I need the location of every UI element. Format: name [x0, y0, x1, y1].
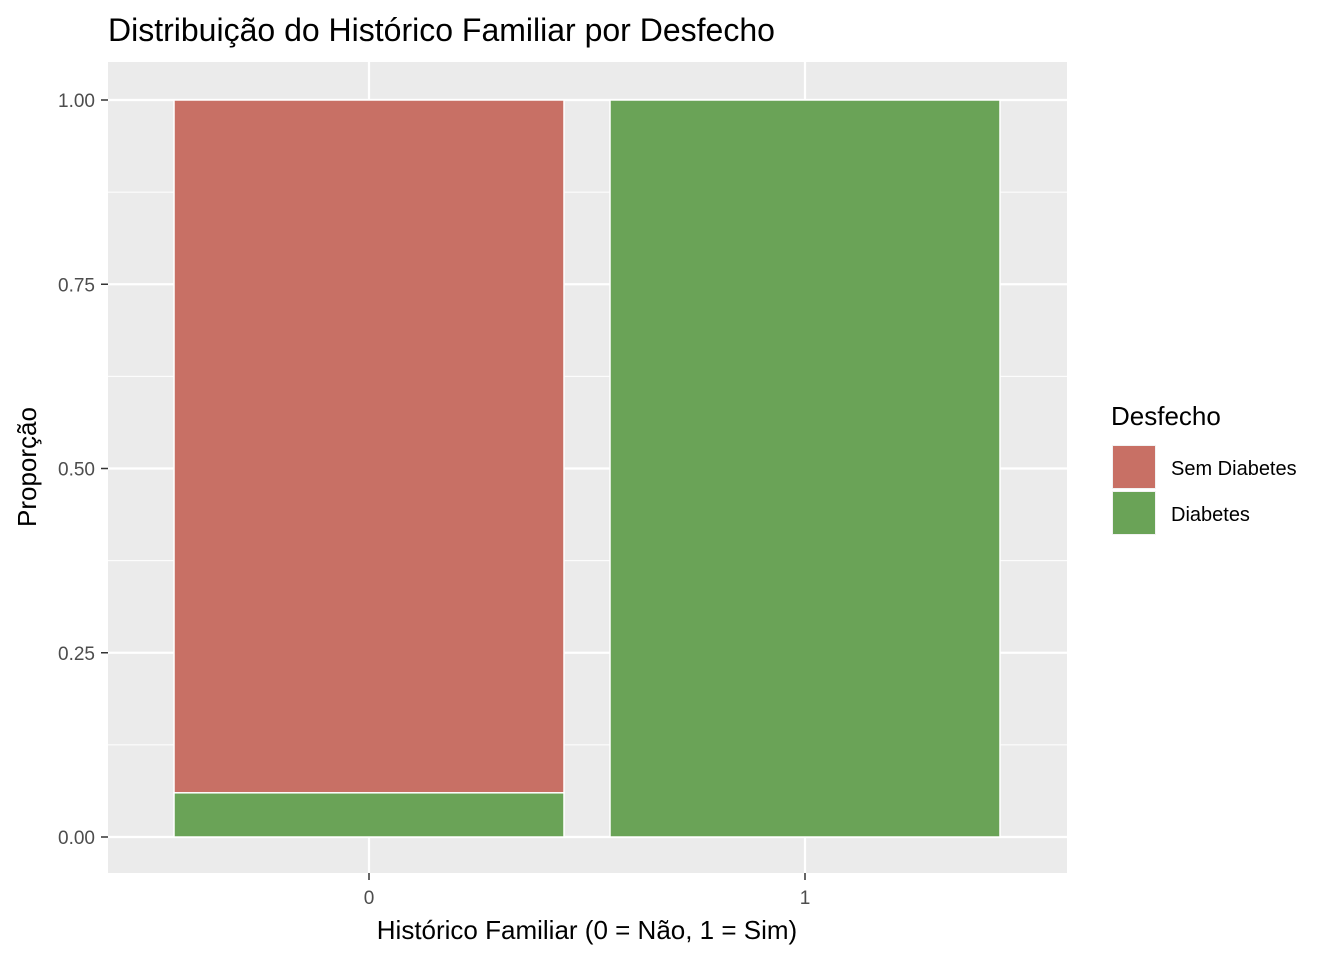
y-tick-label: 0.50 — [58, 460, 95, 481]
x-axis-title: Histórico Familiar (0 = Não, 1 = Sim) — [377, 915, 797, 945]
legend-title: Desfecho — [1111, 401, 1221, 431]
y-tick-label: 0.00 — [58, 828, 95, 849]
legend-entries: Sem Diabetes Diabetes — [1112, 445, 1297, 535]
y-tick-label: 1.00 — [58, 91, 95, 112]
x-tick-label: 0 — [364, 888, 375, 909]
y-axis-title: Proporção — [12, 407, 42, 527]
legend-label: Diabetes — [1171, 504, 1250, 526]
y-axis: 0.00 0.25 0.50 0.75 1.00 — [58, 91, 108, 849]
legend: Desfecho Sem Diabetes Diabetes — [1111, 401, 1297, 535]
bars — [173, 99, 1001, 838]
legend-swatch — [1113, 492, 1155, 534]
legend-label: Sem Diabetes — [1171, 458, 1297, 480]
y-tick-label: 0.25 — [58, 644, 95, 665]
bar-diabetes-0 — [173, 792, 565, 838]
x-tick-label: 1 — [800, 888, 811, 909]
legend-swatch — [1113, 446, 1155, 488]
bar-sem-diabetes-0 — [173, 99, 565, 794]
bar-diabetes-1 — [609, 99, 1001, 838]
y-tick-label: 0.75 — [58, 275, 95, 296]
chart-title: Distribuição do Histórico Familiar por D… — [108, 12, 775, 48]
